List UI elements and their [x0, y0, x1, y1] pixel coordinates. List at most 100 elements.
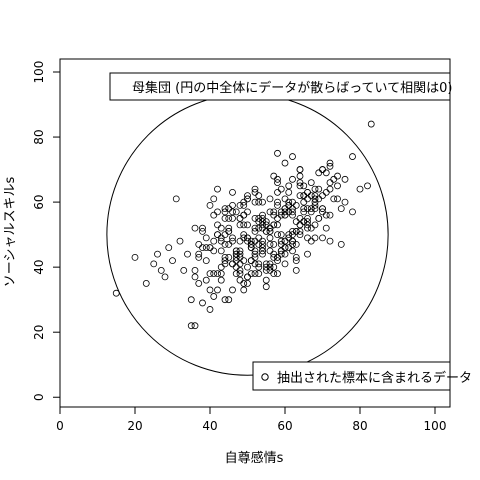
data-point — [161, 273, 169, 281]
data-point — [296, 214, 304, 222]
data-point — [176, 237, 184, 245]
data-point — [229, 286, 236, 294]
data-point — [217, 247, 225, 255]
data-point — [289, 208, 296, 216]
data-point — [262, 218, 270, 226]
data-point — [285, 182, 293, 190]
data-point — [281, 208, 289, 216]
data-point — [270, 240, 278, 248]
data-point — [244, 192, 251, 199]
data-point — [274, 175, 281, 183]
data-point — [251, 250, 259, 258]
data-point — [274, 198, 281, 206]
data-point — [307, 224, 315, 232]
data-point — [236, 221, 244, 229]
data-point — [199, 227, 206, 235]
data-point — [277, 237, 285, 245]
data-point — [225, 296, 233, 304]
data-point — [337, 205, 345, 213]
data-point — [364, 182, 371, 190]
data-point — [195, 240, 203, 248]
data-point — [330, 195, 338, 203]
data-point — [322, 169, 330, 177]
data-point — [296, 166, 304, 173]
data-point — [232, 247, 240, 255]
y-axis: 0 20 40 60 80 100 — [32, 61, 61, 401]
data-point — [255, 260, 263, 268]
data-point — [225, 227, 233, 235]
legend-bottom-symbol — [261, 373, 269, 381]
data-point — [296, 192, 304, 199]
data-point — [251, 185, 259, 193]
data-point — [292, 218, 300, 226]
data-point — [270, 263, 278, 271]
data-point — [214, 231, 221, 239]
data-point — [214, 286, 221, 294]
data-point — [184, 250, 191, 258]
data-point — [221, 231, 229, 239]
data-point — [289, 240, 296, 248]
data-point — [236, 276, 244, 284]
data-point — [210, 195, 218, 203]
data-point — [236, 237, 244, 245]
data-point — [285, 188, 293, 196]
data-point — [266, 195, 274, 203]
data-point — [326, 237, 334, 245]
data-point — [251, 270, 259, 278]
data-point — [289, 211, 296, 219]
data-point — [334, 172, 341, 180]
data-point — [304, 224, 311, 232]
data-point — [266, 227, 274, 235]
data-point — [229, 201, 236, 209]
data-point — [341, 175, 349, 183]
data-point — [210, 270, 218, 278]
legend-bottom-box — [252, 361, 451, 391]
x-axis: 0 20 40 60 80 100 — [56, 406, 446, 433]
data-point — [240, 201, 248, 209]
data-point — [300, 218, 308, 226]
data-point — [221, 205, 229, 213]
data-point — [199, 244, 206, 252]
data-point — [304, 188, 311, 196]
data-point — [259, 224, 266, 232]
data-point — [289, 227, 296, 235]
data-point — [307, 205, 315, 213]
data-point — [217, 234, 225, 242]
data-point — [266, 234, 274, 242]
data-point — [206, 244, 214, 252]
data-point — [240, 211, 248, 219]
data-point — [304, 195, 311, 203]
data-point — [292, 201, 300, 209]
data-point — [150, 260, 158, 268]
y-tick-label: 40 — [32, 260, 46, 275]
data-point — [210, 247, 218, 255]
data-point — [240, 286, 248, 294]
data-point — [229, 214, 236, 222]
data-point — [315, 169, 323, 177]
data-point — [232, 208, 240, 216]
y-tick-label: 20 — [32, 325, 46, 340]
data-point — [244, 221, 251, 229]
data-point — [285, 198, 293, 206]
data-point — [341, 198, 349, 206]
data-point — [296, 221, 304, 229]
data-point — [236, 214, 244, 222]
data-point — [236, 270, 244, 278]
data-point — [326, 159, 334, 167]
data-point — [296, 182, 304, 190]
data-point — [300, 205, 308, 213]
y-axis-label: ソーシャルスキルs — [3, 177, 18, 288]
data-point — [281, 211, 289, 219]
data-point — [311, 234, 319, 242]
data-point — [244, 280, 251, 287]
data-point — [221, 240, 229, 248]
data-point — [214, 221, 221, 229]
data-point — [289, 153, 296, 160]
x-tick-label: 60 — [277, 419, 292, 433]
data-point — [274, 188, 281, 196]
data-point — [281, 237, 289, 245]
data-point — [255, 192, 263, 199]
data-point — [326, 179, 334, 186]
data-point — [356, 185, 364, 193]
